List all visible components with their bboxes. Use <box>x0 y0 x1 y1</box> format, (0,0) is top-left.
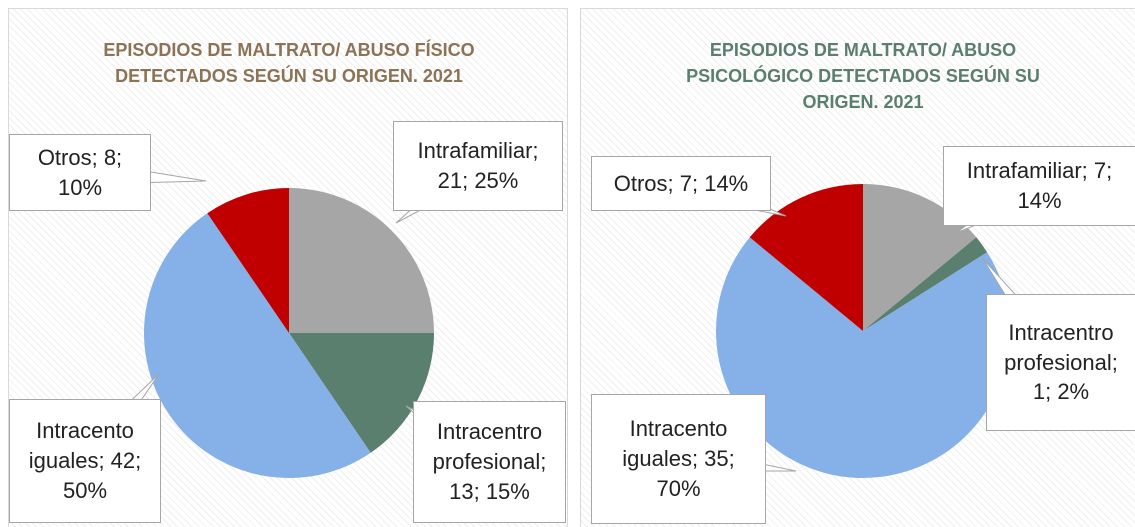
data-label: Intracentro profesional; 13; 15% <box>413 401 566 523</box>
data-label: Otros; 7; 14% <box>591 156 771 211</box>
pie-slice <box>289 333 434 453</box>
pie-slice <box>863 237 988 331</box>
chart-panel: Intrafamiliar; 21; 25% Intracentro profes… <box>8 8 568 527</box>
pie-slice <box>143 213 371 478</box>
data-label: Intrafamiliar; 21; 25% <box>393 121 563 211</box>
data-label: Intracento iguales; 35; 70% <box>591 394 766 524</box>
pie-slice <box>289 188 434 333</box>
data-label: Intracentro profesional; 1; 2% <box>986 294 1135 431</box>
chart-panel: Intrafamiliar; 7; 14% Intracentro profesi… <box>580 8 1135 527</box>
pie-slice <box>207 188 289 333</box>
chart-title: EPISODIOS DE MALTRATO/ ABUSO FÍSICO DETE… <box>103 40 475 87</box>
data-label: Otros; 8; 10% <box>9 134 151 211</box>
chart-title: EPISODIOS DE MALTRATO/ ABUSO PSICOLÓGICO… <box>686 40 1040 113</box>
data-label: Intrafamiliar; 7; 14% <box>943 146 1135 226</box>
pie-slice <box>749 184 863 331</box>
pie-slice <box>716 237 1010 478</box>
data-label: Intracento iguales; 42; 50% <box>9 399 161 523</box>
